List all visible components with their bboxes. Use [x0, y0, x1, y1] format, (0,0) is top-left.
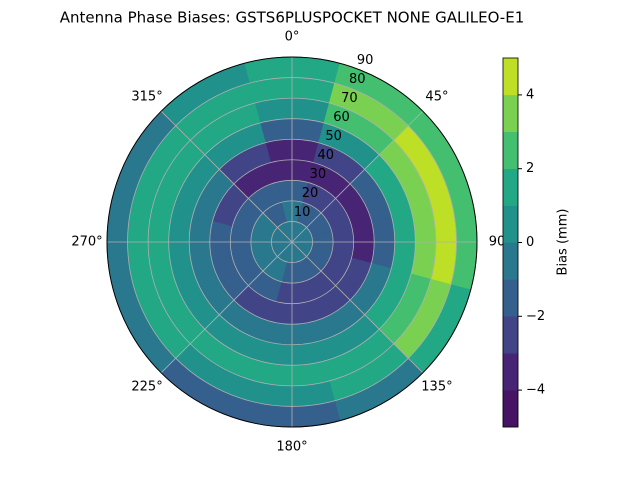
plot-border — [106, 56, 478, 428]
r-tick-label: 60 — [333, 110, 350, 125]
r-tick-label: 80 — [349, 72, 366, 87]
theta-tick-label: 90 — [489, 235, 506, 250]
theta-tick-label: 225° — [131, 379, 162, 394]
grid-spoke — [291, 110, 424, 243]
theta-tick-label: 315° — [131, 90, 162, 105]
grid-spoke — [291, 241, 424, 374]
colorbar-band — [502, 242, 519, 280]
colorbar-band — [502, 131, 519, 169]
colorbar-tick-label: 0 — [526, 235, 534, 250]
grid-spoke — [160, 110, 293, 243]
theta-tick-label: 45° — [425, 90, 448, 105]
theta-tick-label: 270° — [71, 235, 102, 250]
theta-tick-label: 0° — [285, 30, 300, 45]
r-tick-label: 50 — [325, 129, 342, 144]
grid-spoke — [160, 241, 293, 374]
colorbar-band — [502, 352, 519, 391]
theta-tick-label: 180° — [276, 440, 307, 455]
r-tick-label: 20 — [302, 186, 319, 201]
r-tick-label: 70 — [341, 91, 358, 106]
colorbar-tick-label: −2 — [526, 309, 545, 324]
colorbar-band — [502, 205, 519, 243]
chart-title: Antenna Phase Biases: GSTS6PLUSPOCKET NO… — [60, 9, 525, 27]
colorbar-band — [502, 389, 519, 428]
colorbar-tick-label: 4 — [526, 87, 534, 102]
colorbar-band — [502, 316, 519, 354]
colorbar-tick-label: 2 — [526, 161, 534, 176]
r-tick-label: 30 — [310, 167, 327, 182]
r-tick-label: 10 — [294, 205, 311, 220]
theta-tick-label: 135° — [421, 379, 452, 394]
colorbar-tick-label: −4 — [526, 383, 545, 398]
colorbar-label: Bias (mm) — [556, 209, 571, 276]
r-tick-label: 90 — [357, 53, 374, 68]
colorbar-band — [502, 94, 519, 133]
colorbar-band — [502, 168, 519, 206]
colorbar-band — [502, 279, 519, 317]
colorbar-band — [502, 57, 519, 96]
r-tick-label: 40 — [317, 148, 334, 163]
